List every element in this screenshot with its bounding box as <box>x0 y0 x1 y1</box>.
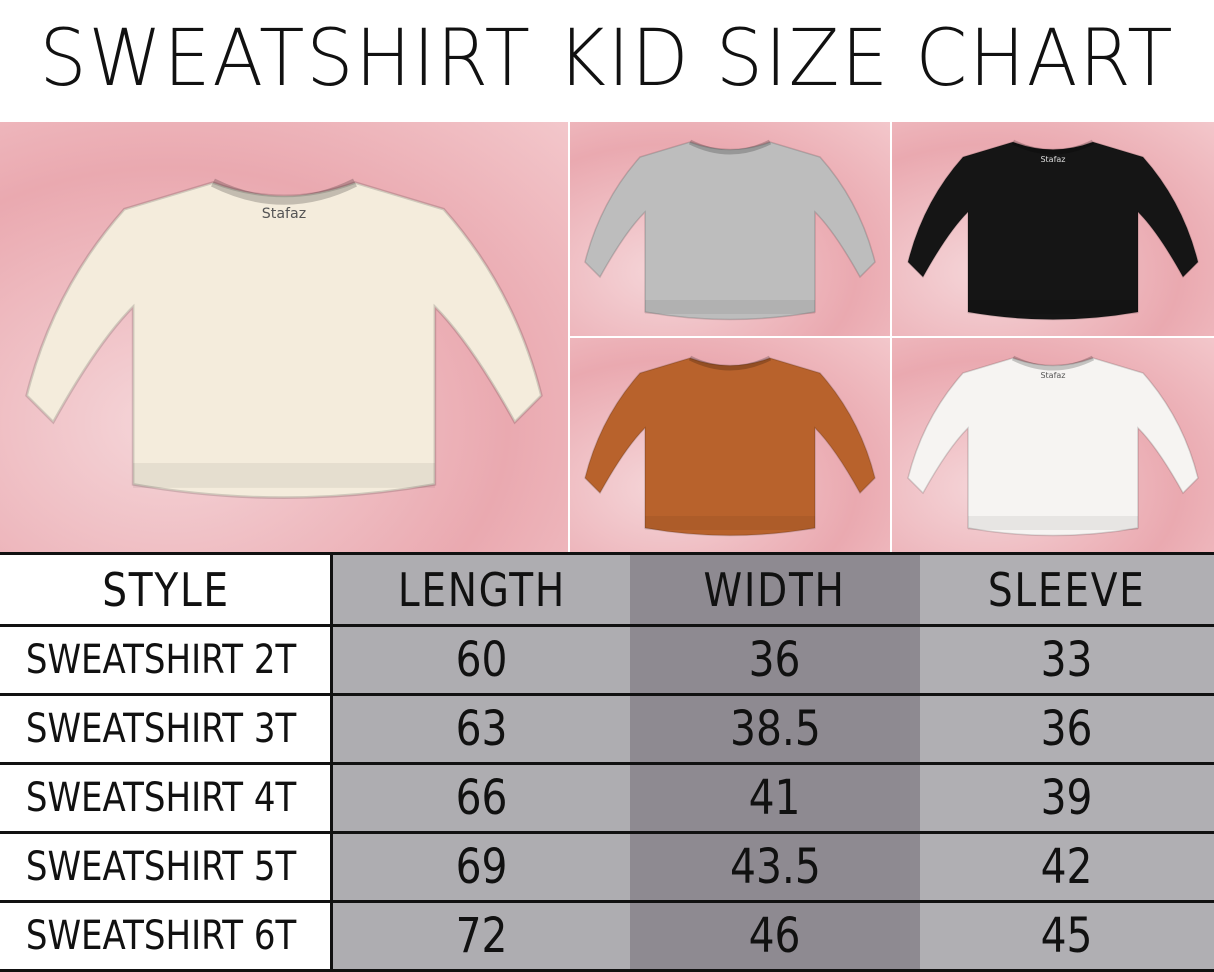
header-width: WIDTH <box>630 555 920 624</box>
cell-value: SWEATSHIRT 3T <box>25 706 297 752</box>
cell-value: SWEATSHIRT 5T <box>25 844 297 890</box>
product-photo-cream: Stafaz <box>0 122 568 552</box>
cell-value: 36 <box>1041 701 1093 757</box>
header-sleeve: SLEEVE <box>920 555 1214 624</box>
cell-value: 46 <box>749 908 801 964</box>
cell-value: 72 <box>455 908 508 964</box>
cell-value: 45 <box>1041 908 1093 964</box>
brand-logo: Stafaz <box>262 206 306 222</box>
cell-value: 36 <box>749 632 801 688</box>
header-length: LENGTH <box>333 555 630 624</box>
header-label: WIDTH <box>703 562 847 617</box>
cell-length: 66 <box>333 765 630 831</box>
cell-value: 66 <box>455 770 508 826</box>
sweatshirt-illustration: Stafaz <box>907 355 1199 537</box>
cell-value: SWEATSHIRT 4T <box>25 775 297 821</box>
product-photo-gray <box>570 122 890 336</box>
cell-style: SWEATSHIRT 4T <box>0 765 333 831</box>
sweatshirt-illustration: Stafaz <box>907 139 1199 321</box>
header-label: STYLE <box>102 562 230 617</box>
cell-style: SWEATSHIRT 3T <box>0 696 333 762</box>
cell-sleeve: 45 <box>920 903 1214 969</box>
header-label: SLEEVE <box>988 562 1146 617</box>
header-style: STYLE <box>0 555 333 624</box>
product-photo-black: Stafaz <box>892 122 1214 336</box>
cell-width: 41 <box>630 765 920 831</box>
table-row: SWEATSHIRT 4T 66 41 39 <box>0 765 1214 834</box>
brand-logo: Stafaz <box>1040 371 1065 380</box>
sweatshirt-illustration <box>584 139 876 321</box>
brand-logo: Stafaz <box>1040 155 1065 164</box>
cell-length: 69 <box>333 834 630 900</box>
product-photo-white: Stafaz <box>892 338 1214 552</box>
cell-value: 60 <box>455 632 508 688</box>
cell-value: 69 <box>455 839 508 895</box>
cell-width: 38.5 <box>630 696 920 762</box>
cell-value: 41 <box>749 770 801 826</box>
table-row: SWEATSHIRT 6T 72 46 45 <box>0 903 1214 972</box>
cell-sleeve: 39 <box>920 765 1214 831</box>
cell-length: 63 <box>333 696 630 762</box>
cell-style: SWEATSHIRT 6T <box>0 903 333 969</box>
cell-value: 38.5 <box>729 701 821 757</box>
sweatshirt-illustration: Stafaz <box>25 178 543 499</box>
cell-sleeve: 42 <box>920 834 1214 900</box>
cell-value: SWEATSHIRT 6T <box>25 913 297 959</box>
size-table: STYLE LENGTH WIDTH SLEEVE SWEATSHIRT 2T 6… <box>0 552 1214 972</box>
table-row: SWEATSHIRT 2T 60 36 33 <box>0 627 1214 696</box>
cell-sleeve: 33 <box>920 627 1214 693</box>
page-title: SWEATSHIRT KID SIZE CHART <box>39 14 1175 104</box>
cell-value: SWEATSHIRT 2T <box>25 637 297 683</box>
product-photo-rust <box>570 338 890 552</box>
header-label: LENGTH <box>397 562 566 617</box>
cell-width: 46 <box>630 903 920 969</box>
table-header-row: STYLE LENGTH WIDTH SLEEVE <box>0 555 1214 627</box>
cell-value: 42 <box>1041 839 1093 895</box>
sweatshirt-illustration <box>584 355 876 537</box>
cell-length: 60 <box>333 627 630 693</box>
cell-value: 43.5 <box>729 839 821 895</box>
cell-width: 43.5 <box>630 834 920 900</box>
cell-style: SWEATSHIRT 2T <box>0 627 333 693</box>
cell-value: 63 <box>455 701 508 757</box>
cell-width: 36 <box>630 627 920 693</box>
cell-value: 39 <box>1041 770 1093 826</box>
cell-style: SWEATSHIRT 5T <box>0 834 333 900</box>
table-row: SWEATSHIRT 3T 63 38.5 36 <box>0 696 1214 765</box>
cell-length: 72 <box>333 903 630 969</box>
table-row: SWEATSHIRT 5T 69 43.5 42 <box>0 834 1214 903</box>
cell-value: 33 <box>1041 632 1093 688</box>
cell-sleeve: 36 <box>920 696 1214 762</box>
